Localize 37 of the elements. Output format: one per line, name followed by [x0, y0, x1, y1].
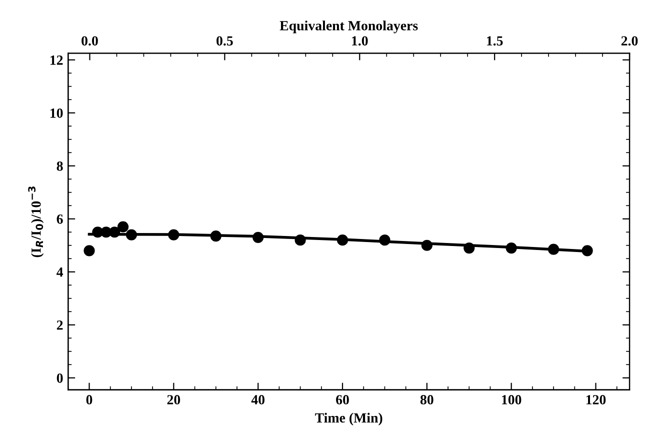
- point: [421, 240, 432, 251]
- x2-tick-label: 1.0: [352, 36, 368, 46]
- x2-tick-label: 1.5: [487, 36, 503, 46]
- x-axis-title: Time (Min): [315, 412, 382, 426]
- point: [464, 242, 475, 254]
- point: [168, 229, 180, 240]
- point: [506, 242, 517, 254]
- y-axis-title: (I$_{R}$/I$_{0}$)/10$^{−3}$: [28, 186, 44, 258]
- x2-tick-label: 0.0: [82, 36, 98, 46]
- point: [210, 230, 222, 242]
- x-tick-label: 60: [336, 395, 349, 404]
- x-tick-label: 120: [586, 395, 606, 404]
- x-tick-label: 0: [86, 395, 92, 404]
- point: [582, 245, 593, 256]
- point: [109, 226, 120, 238]
- point: [117, 221, 129, 232]
- x-tick-label: 80: [420, 395, 434, 404]
- point: [126, 229, 138, 240]
- x2-axis-title: Equivalent Monolayers: [280, 20, 418, 34]
- y-tick-label: 6: [56, 214, 63, 224]
- x-tick-label: 40: [251, 395, 264, 404]
- point: [379, 234, 390, 246]
- point: [294, 234, 306, 246]
- y-tick-label: 10: [50, 108, 63, 118]
- x2-tick-label: 2.0: [621, 36, 638, 46]
- y-tick-label: 2: [56, 320, 63, 330]
- y-tick-label: 8: [56, 161, 63, 171]
- point: [84, 245, 95, 256]
- point: [336, 234, 348, 246]
- x2-tick-label: 0.5: [216, 36, 233, 46]
- y-tick-label: 0: [56, 373, 63, 383]
- point: [252, 232, 264, 243]
- y-tick-label: 12: [50, 55, 63, 65]
- x-tick-label: 100: [502, 395, 522, 404]
- point: [548, 244, 560, 255]
- y-tick-label: 4: [56, 268, 64, 277]
- x-tick-label: 20: [167, 395, 180, 404]
